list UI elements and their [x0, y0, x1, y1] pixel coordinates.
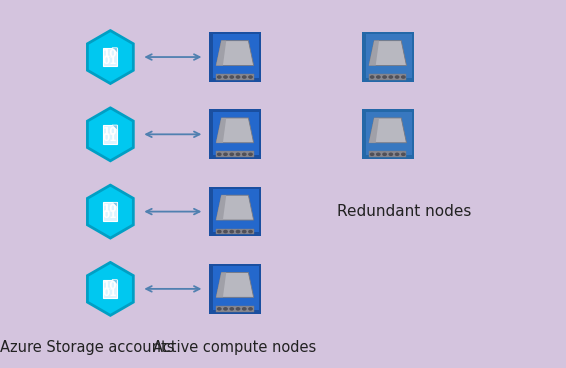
Circle shape: [249, 230, 252, 233]
Circle shape: [230, 76, 233, 78]
Text: 10: 10: [102, 281, 117, 291]
Text: 10: 10: [102, 204, 117, 214]
Circle shape: [224, 308, 227, 310]
Polygon shape: [216, 118, 254, 143]
Circle shape: [249, 153, 252, 155]
Circle shape: [383, 76, 386, 78]
FancyBboxPatch shape: [104, 48, 117, 66]
Text: Azure Storage accounts: Azure Storage accounts: [1, 340, 175, 355]
FancyBboxPatch shape: [104, 202, 117, 221]
FancyBboxPatch shape: [104, 280, 117, 298]
Polygon shape: [112, 125, 117, 130]
Circle shape: [243, 308, 246, 310]
Polygon shape: [216, 118, 226, 143]
Circle shape: [217, 153, 221, 155]
Polygon shape: [216, 195, 254, 220]
Circle shape: [376, 76, 380, 78]
Text: 01: 01: [102, 56, 117, 66]
Circle shape: [389, 76, 393, 78]
Circle shape: [217, 76, 221, 78]
Polygon shape: [87, 108, 134, 161]
Circle shape: [230, 230, 233, 233]
FancyBboxPatch shape: [213, 266, 259, 309]
Circle shape: [376, 153, 380, 155]
Text: 01: 01: [102, 210, 117, 220]
Polygon shape: [369, 40, 379, 66]
Circle shape: [217, 308, 221, 310]
Polygon shape: [112, 202, 117, 208]
FancyBboxPatch shape: [209, 110, 261, 159]
FancyBboxPatch shape: [213, 112, 259, 155]
Circle shape: [237, 308, 240, 310]
Polygon shape: [369, 118, 379, 143]
Polygon shape: [216, 195, 226, 220]
FancyBboxPatch shape: [362, 32, 414, 82]
Circle shape: [370, 76, 374, 78]
FancyBboxPatch shape: [209, 187, 261, 237]
Circle shape: [383, 153, 386, 155]
Circle shape: [402, 76, 405, 78]
Circle shape: [230, 308, 233, 310]
Circle shape: [389, 153, 393, 155]
FancyBboxPatch shape: [216, 306, 254, 312]
Polygon shape: [216, 40, 226, 66]
Circle shape: [249, 76, 252, 78]
FancyBboxPatch shape: [216, 229, 254, 234]
Circle shape: [243, 76, 246, 78]
Circle shape: [243, 153, 246, 155]
Polygon shape: [216, 272, 226, 297]
Circle shape: [224, 153, 227, 155]
Circle shape: [230, 153, 233, 155]
Polygon shape: [369, 118, 406, 143]
Text: 10: 10: [102, 49, 117, 60]
Polygon shape: [216, 272, 254, 297]
Circle shape: [237, 153, 240, 155]
Circle shape: [396, 76, 399, 78]
FancyBboxPatch shape: [104, 125, 117, 144]
Circle shape: [237, 76, 240, 78]
Polygon shape: [369, 40, 406, 66]
Circle shape: [224, 76, 227, 78]
FancyBboxPatch shape: [209, 264, 261, 314]
FancyBboxPatch shape: [213, 189, 259, 232]
Circle shape: [243, 230, 246, 233]
Polygon shape: [112, 48, 117, 53]
FancyBboxPatch shape: [362, 110, 414, 159]
FancyBboxPatch shape: [369, 152, 406, 157]
FancyBboxPatch shape: [213, 34, 259, 78]
Text: 10: 10: [102, 127, 117, 137]
Circle shape: [370, 153, 374, 155]
FancyBboxPatch shape: [216, 152, 254, 157]
Circle shape: [237, 230, 240, 233]
Circle shape: [224, 230, 227, 233]
FancyBboxPatch shape: [209, 32, 261, 82]
Circle shape: [217, 230, 221, 233]
FancyBboxPatch shape: [216, 74, 254, 80]
Polygon shape: [112, 280, 117, 285]
Text: 01: 01: [102, 287, 117, 298]
FancyBboxPatch shape: [366, 34, 411, 78]
Text: Active compute nodes: Active compute nodes: [153, 340, 316, 355]
Circle shape: [402, 153, 405, 155]
Text: 01: 01: [102, 133, 117, 143]
Polygon shape: [216, 40, 254, 66]
Polygon shape: [87, 185, 134, 238]
FancyBboxPatch shape: [369, 74, 406, 80]
Text: Redundant nodes: Redundant nodes: [337, 204, 471, 219]
FancyBboxPatch shape: [366, 112, 411, 155]
Circle shape: [249, 308, 252, 310]
Polygon shape: [87, 31, 134, 84]
Polygon shape: [87, 262, 134, 315]
Circle shape: [396, 153, 399, 155]
